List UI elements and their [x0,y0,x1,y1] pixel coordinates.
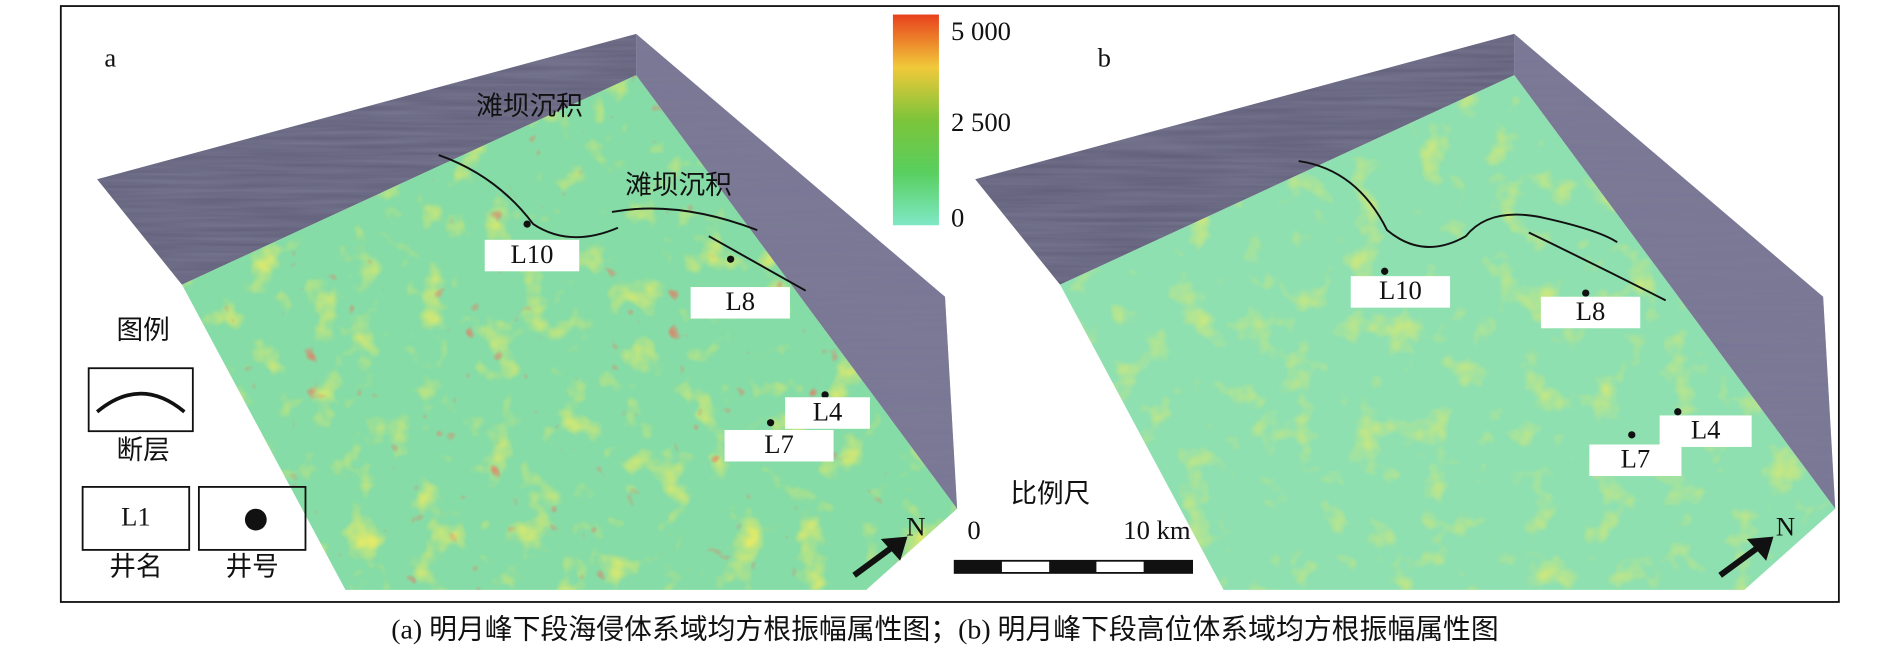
panel-label: b [1098,43,1111,73]
north-label: N [1776,511,1795,541]
well-label: L4 [813,396,843,426]
scale-title: 比例尺 [1010,479,1090,509]
well-label-box [785,397,870,429]
well-label: L10 [1379,275,1422,305]
well-point [1674,408,1682,416]
fault-line [438,154,619,239]
map-panel: b L10 L8 L4 L7 N [975,33,1836,590]
colorbar-label: 2 500 [951,107,1011,137]
well-label-box [1589,444,1682,477]
legend: 图例 断层 L1 井名 井号 [81,315,307,581]
annotation: 滩坝沉积 [476,91,583,121]
well-label: L4 [1691,415,1721,445]
north-arrow-head [1746,536,1774,561]
well-label-box [1350,276,1451,308]
well-label-box [1659,415,1752,447]
colorbar-label: 0 [951,203,964,233]
well-point [523,220,531,228]
north-label: N [906,511,925,541]
well-label-box [724,429,834,462]
colorbar-label: 5 000 [951,16,1011,46]
annotation: 滩坝沉积 [625,170,732,200]
legend-label: 断层 [117,435,170,465]
scale-bar: 比例尺 0 10 km [953,479,1193,574]
well-point [766,419,775,427]
well-label: L8 [1576,296,1606,326]
legend-sample: L1 [121,502,151,532]
legend-box [81,486,191,551]
well-point [1381,267,1389,275]
well-label-box [690,287,790,319]
scale-segment [1143,560,1193,573]
frame [59,5,1840,603]
legend-label: 井名 [109,551,162,581]
well-label: L10 [511,239,554,269]
well-label-box [1540,296,1641,329]
well-symbol [244,508,267,531]
well-label: L7 [1621,444,1651,474]
north-arrow-head [880,536,908,561]
scale-segment [954,560,1002,573]
well-point [726,255,735,263]
well-label-box [484,239,580,272]
well-point [1582,289,1590,297]
fault-line [1298,160,1618,248]
legend-title: 图例 [117,315,170,345]
legend-box [87,367,194,433]
well-point [821,391,829,399]
scale-label: 0 [967,515,980,545]
fault-line [611,207,758,232]
colorbar [892,14,939,226]
well-label: L7 [764,429,794,459]
fault-line [1528,231,1667,302]
well-point [1628,431,1636,439]
caption: (a) 明月峰下段海侵体系域均方根振幅属性图；(b) 明月峰下段高位体系域均方根… [391,614,1499,646]
scale-label: 10 km [1123,515,1191,545]
legend-label: 井号 [226,551,279,581]
fault-line [708,235,807,292]
scale-segment [1049,560,1097,573]
legend-box [197,486,307,551]
well-label: L8 [726,286,756,316]
panel-label: a [104,43,116,73]
fault-symbol [95,391,186,414]
